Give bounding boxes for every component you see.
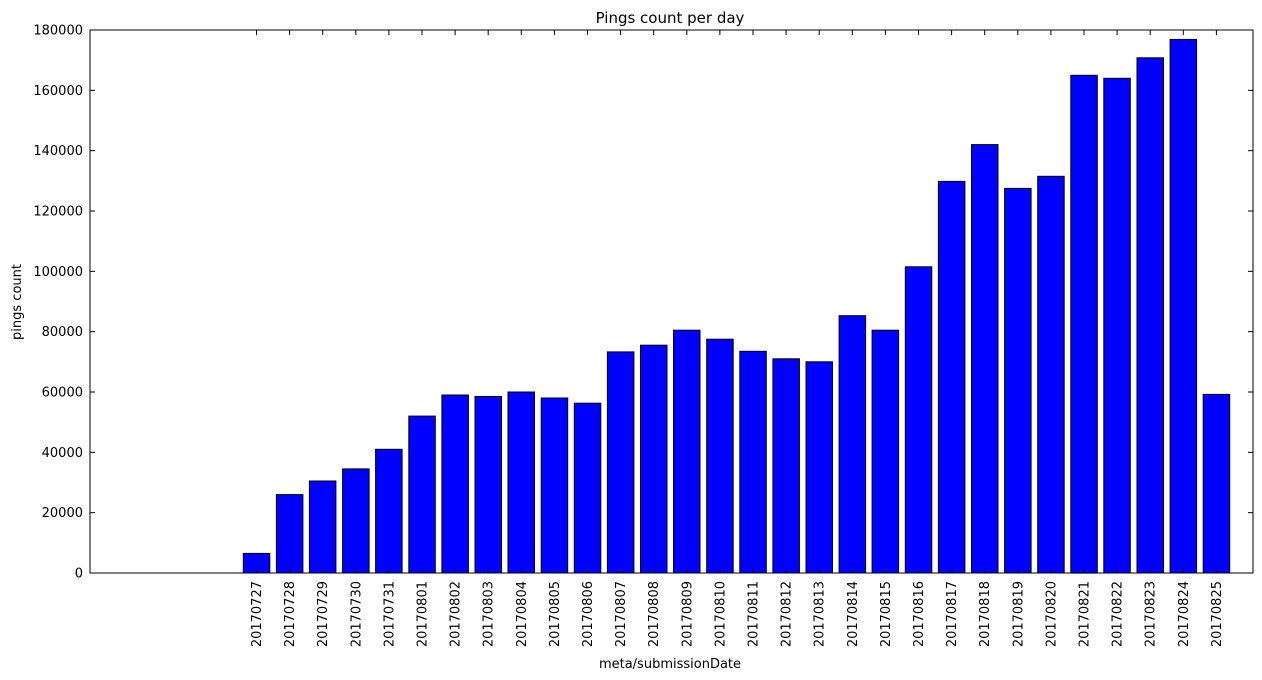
bar-20170824 [1169, 38, 1198, 574]
x-tick-label: 20170809 [680, 581, 695, 647]
bar-20170801 [408, 415, 436, 574]
bar-20170810 [706, 338, 734, 574]
y-tick-label: 120000 [33, 205, 83, 220]
bar-20170815 [871, 329, 900, 574]
y-tick-label: 140000 [33, 144, 83, 159]
plot-frame [89, 29, 1254, 574]
x-tick-label: 20170823 [1144, 581, 1159, 647]
x-tick-label: 20170818 [978, 581, 993, 647]
bar-20170825 [1202, 393, 1231, 574]
bar-20170809 [673, 329, 701, 574]
x-tick-label: 20170812 [780, 581, 795, 647]
chart-title: Pings count per day [596, 9, 745, 27]
x-tick-label: 20170821 [1078, 581, 1093, 647]
x-tick-label: 20170807 [614, 581, 629, 647]
x-tick-label: 20170815 [879, 581, 894, 647]
y-tick-label: 0 [75, 567, 83, 582]
y-tick-label: 180000 [33, 24, 83, 39]
bar-20170730 [342, 468, 370, 574]
x-tick-label: 20170802 [449, 581, 464, 647]
y-tick-label: 40000 [42, 446, 83, 461]
bar-20170823 [1136, 57, 1164, 574]
x-axis-ticks: 20170727 20170728 20170729 20170730 20170731… [250, 30, 1225, 647]
bar-20170805 [540, 397, 569, 574]
bar-20170817 [937, 180, 966, 574]
y-tick-label: 100000 [33, 265, 83, 280]
bar-20170812 [772, 358, 800, 574]
y-axis-ticks: 0 20000 40000 60000 80000 100000 120000 140000 1… [33, 24, 1253, 582]
x-tick-label: 20170820 [1044, 581, 1059, 647]
bar-20170728 [275, 494, 304, 574]
bar-20170729 [308, 480, 337, 574]
y-tick-label: 80000 [42, 325, 83, 340]
x-tick-label: 20170817 [945, 581, 960, 647]
x-tick-label: 20170731 [382, 581, 397, 647]
bar-20170807 [606, 351, 635, 574]
x-tick-label: 20170801 [416, 581, 431, 647]
bar-20170806 [573, 402, 602, 574]
bar-20170731 [375, 448, 403, 574]
bar-20170820 [1037, 175, 1065, 574]
x-tick-label: 20170813 [813, 581, 828, 647]
x-tick-label: 20170803 [482, 581, 497, 647]
bar-20170821 [1070, 74, 1098, 574]
bar-20170811 [739, 350, 767, 574]
x-tick-label: 20170729 [316, 581, 331, 647]
y-tick-label: 20000 [42, 506, 83, 521]
bar-20170819 [1004, 187, 1032, 574]
x-tick-label: 20170806 [581, 581, 596, 647]
bar-20170808 [640, 344, 668, 574]
y-tick-label: 160000 [33, 84, 83, 99]
x-tick-label: 20170730 [349, 581, 364, 647]
bar-20170822 [1103, 77, 1131, 574]
bar-20170804 [507, 391, 535, 574]
x-tick-label: 20170819 [1011, 581, 1026, 647]
y-axis-label: pings count [10, 264, 25, 340]
y-tick-label: 60000 [42, 386, 83, 401]
x-tick-label: 20170804 [515, 581, 530, 647]
x-tick-label: 20170825 [1210, 581, 1225, 647]
bar-20170802 [441, 394, 469, 574]
x-tick-label: 20170808 [647, 581, 662, 647]
bar-20170818 [971, 144, 999, 574]
x-tick-label: 20170822 [1111, 581, 1126, 647]
x-tick-label: 20170805 [548, 581, 563, 647]
bar-20170816 [904, 266, 933, 574]
bar-20170803 [474, 396, 502, 574]
x-tick-label: 20170728 [283, 581, 298, 647]
x-tick-label: 20170814 [846, 581, 861, 647]
bars-group [242, 38, 1231, 574]
x-tick-label: 20170816 [912, 581, 927, 647]
x-tick-label: 20170811 [747, 581, 762, 647]
x-tick-label: 20170810 [713, 581, 728, 647]
x-axis-label: meta/submissionDate [599, 657, 741, 672]
x-tick-label: 20170727 [250, 581, 265, 647]
bar-20170814 [838, 315, 867, 574]
x-tick-label: 20170824 [1177, 581, 1192, 647]
bar-20170813 [805, 361, 833, 574]
